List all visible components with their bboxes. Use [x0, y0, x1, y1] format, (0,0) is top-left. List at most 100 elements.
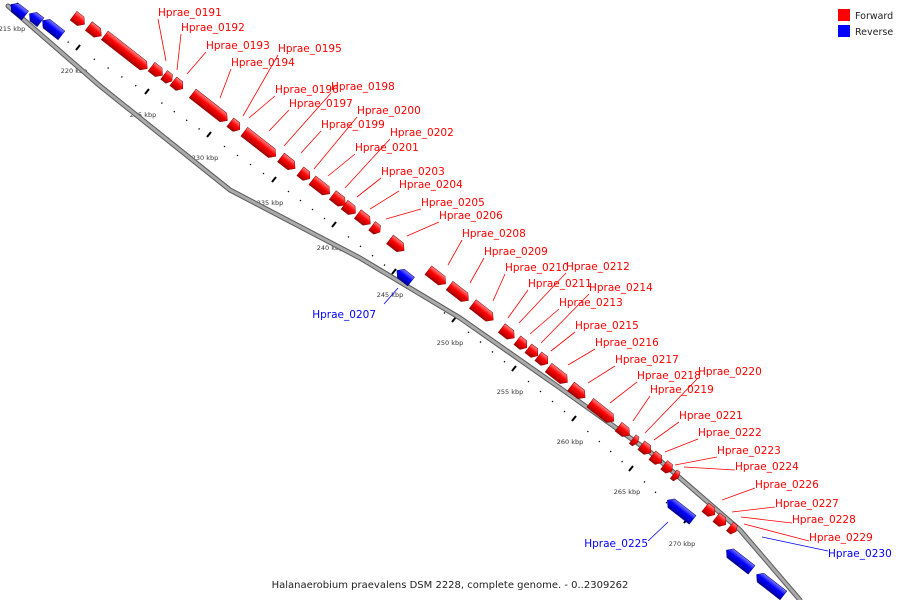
label-leader-line — [406, 221, 440, 237]
gene-label-hprae-0230[interactable]: Hprae_0230 — [828, 548, 892, 560]
gene-label-hprae-0227[interactable]: Hprae_0227 — [775, 498, 839, 510]
forward-gene-arrow[interactable] — [100, 30, 150, 73]
gene-label-hprae-0219[interactable]: Hprae_0219 — [650, 384, 714, 396]
label-leader-line — [647, 521, 669, 542]
hprae-0218-gene-arrow[interactable] — [567, 381, 589, 402]
reverse-gene-arrow[interactable] — [753, 570, 788, 600]
hprae-0220-gene-arrow[interactable] — [614, 422, 633, 439]
hprae-0203-gene-arrow[interactable] — [368, 221, 384, 237]
kbp-tick-label: 235 kbp — [257, 199, 284, 207]
hprae-0199-gene-arrow[interactable] — [308, 175, 333, 198]
gene-label-hprae-0225[interactable]: Hprae_0225 — [584, 538, 648, 550]
reverse-gene-arrow[interactable] — [26, 9, 45, 27]
gene-label-hprae-0228[interactable]: Hprae_0228 — [792, 514, 856, 526]
gene-arrow-shape — [353, 209, 371, 226]
gene-label-hprae-0200[interactable]: Hprae_0200 — [357, 105, 421, 117]
gene-arrow-shape — [469, 299, 494, 322]
gene-label-hprae-0209[interactable]: Hprae_0209 — [484, 246, 548, 258]
gene-label-hprae-0210[interactable]: Hprae_0210 — [505, 262, 569, 274]
hprae-0197-gene-arrow[interactable] — [277, 152, 299, 173]
hprae-0224-gene-arrow[interactable] — [669, 469, 682, 482]
gene-label-hprae-0202[interactable]: Hprae_0202 — [390, 127, 454, 139]
gene-label-hprae-0194[interactable]: Hprae_0194 — [231, 57, 295, 69]
gene-label-hprae-0201[interactable]: Hprae_0201 — [355, 142, 419, 154]
hprae-0196-gene-arrow[interactable] — [240, 127, 279, 160]
gene-label-hprae-0195[interactable]: Hprae_0195 — [278, 43, 342, 55]
gene-label-hprae-0213[interactable]: Hprae_0213 — [559, 297, 623, 309]
gene-label-hprae-0207[interactable]: Hprae_0207 — [312, 309, 376, 321]
gene-label-hprae-0224[interactable]: Hprae_0224 — [735, 461, 799, 473]
hprae-0200-gene-arrow[interactable] — [328, 190, 348, 210]
gene-label-hprae-0220[interactable]: Hprae_0220 — [698, 366, 762, 378]
hprae-0191-gene-arrow[interactable] — [147, 62, 166, 79]
gene-arrow-shape — [368, 221, 381, 235]
hprae-0225-gene-arrow[interactable] — [664, 496, 697, 525]
gene-label-hprae-0199[interactable]: Hprae_0199 — [321, 119, 385, 131]
label-leader-line — [356, 177, 382, 198]
hprae-0227-gene-arrow[interactable] — [712, 512, 729, 529]
gene-label-hprae-0218[interactable]: Hprae_0218 — [637, 370, 701, 382]
forward-gene-arrow[interactable] — [660, 460, 676, 476]
hprae-0228-gene-arrow[interactable] — [726, 521, 739, 536]
hprae-0211-gene-arrow[interactable] — [469, 299, 496, 325]
hprae-0202-gene-arrow[interactable] — [353, 209, 373, 229]
gene-label-hprae-0211[interactable]: Hprae_0211 — [528, 278, 592, 290]
gene-label-hprae-0226[interactable]: Hprae_0226 — [755, 479, 819, 491]
label-leader-line — [518, 272, 567, 324]
gene-label-hprae-0208[interactable]: Hprae_0208 — [462, 228, 526, 240]
hprae-0198-gene-arrow[interactable] — [296, 166, 313, 183]
gene-label-hprae-0205[interactable]: Hprae_0205 — [421, 197, 485, 209]
hprae-0194-gene-arrow[interactable] — [188, 88, 230, 125]
major-tick — [75, 44, 81, 51]
gene-label-hprae-0206[interactable]: Hprae_0206 — [439, 210, 503, 222]
forward-gene-arrow[interactable] — [69, 11, 88, 28]
gene-label-hprae-0212[interactable]: Hprae_0212 — [566, 261, 630, 273]
minor-tick — [120, 75, 123, 78]
gene-label-hprae-0222[interactable]: Hprae_0222 — [698, 427, 762, 439]
hprae-0230-gene-arrow[interactable] — [723, 546, 756, 575]
hprae-0222-gene-arrow[interactable] — [637, 440, 654, 457]
hprae-0195-gene-arrow[interactable] — [226, 117, 243, 134]
forward-gene-arrow[interactable] — [84, 21, 104, 41]
major-tick — [391, 268, 397, 275]
hprae-0217-gene-arrow[interactable] — [544, 362, 571, 386]
gene-label-hprae-0216[interactable]: Hprae_0216 — [595, 337, 659, 349]
gene-label-hprae-0193[interactable]: Hprae_0193 — [206, 40, 270, 52]
minor-tick — [107, 67, 110, 70]
gene-label-hprae-0229[interactable]: Hprae_0229 — [809, 532, 873, 544]
gene-label-hprae-0197[interactable]: Hprae_0197 — [289, 98, 353, 110]
hprae-0226-gene-arrow[interactable] — [701, 502, 718, 519]
gene-label-hprae-0214[interactable]: Hprae_0214 — [589, 282, 653, 294]
hprae-0208-gene-arrow[interactable] — [424, 265, 449, 288]
gene-label-hprae-0215[interactable]: Hprae_0215 — [575, 320, 639, 332]
hprae-0219-gene-arrow[interactable] — [586, 398, 617, 425]
hprae-0205-gene-arrow[interactable] — [386, 234, 408, 255]
label-leader-line — [157, 18, 167, 62]
hprae-0193-gene-arrow[interactable] — [169, 76, 186, 93]
reverse-gene-arrow[interactable] — [39, 16, 66, 41]
hprae-0207-gene-arrow[interactable] — [394, 266, 415, 287]
gene-arrow-shape — [340, 200, 356, 215]
major-tick — [331, 221, 337, 228]
gene-label-hprae-0192[interactable]: Hprae_0192 — [181, 22, 245, 34]
reverse-gene-arrow[interactable] — [8, 0, 29, 21]
gene-label-hprae-0191[interactable]: Hprae_0191 — [158, 7, 222, 19]
gene-label-hprae-0204[interactable]: Hprae_0204 — [399, 179, 463, 191]
hprae-0215-gene-arrow[interactable] — [524, 343, 541, 360]
hprae-0213-gene-arrow[interactable] — [497, 323, 517, 343]
hprae-0201-gene-arrow[interactable] — [340, 200, 359, 217]
gene-label-hprae-0223[interactable]: Hprae_0223 — [717, 445, 781, 457]
gene-label-hprae-0203[interactable]: Hprae_0203 — [381, 166, 445, 178]
hprae-0223-gene-arrow[interactable] — [648, 450, 665, 467]
label-leader-line — [268, 109, 290, 132]
gene-label-hprae-0217[interactable]: Hprae_0217 — [615, 354, 679, 366]
gene-label-hprae-0221[interactable]: Hprae_0221 — [679, 410, 743, 422]
gene-label-hprae-0198[interactable]: Hprae_0198 — [331, 81, 395, 93]
hprae-0209-gene-arrow[interactable] — [445, 280, 472, 304]
hprae-0216-gene-arrow[interactable] — [534, 351, 551, 368]
gene-arrow-shape — [328, 190, 346, 207]
gene-label-hprae-0196[interactable]: Hprae_0196 — [275, 84, 339, 96]
hprae-0214-gene-arrow[interactable] — [513, 335, 530, 352]
hprae-0192-gene-arrow[interactable] — [160, 70, 176, 86]
hprae-0221-gene-arrow[interactable] — [628, 434, 641, 447]
